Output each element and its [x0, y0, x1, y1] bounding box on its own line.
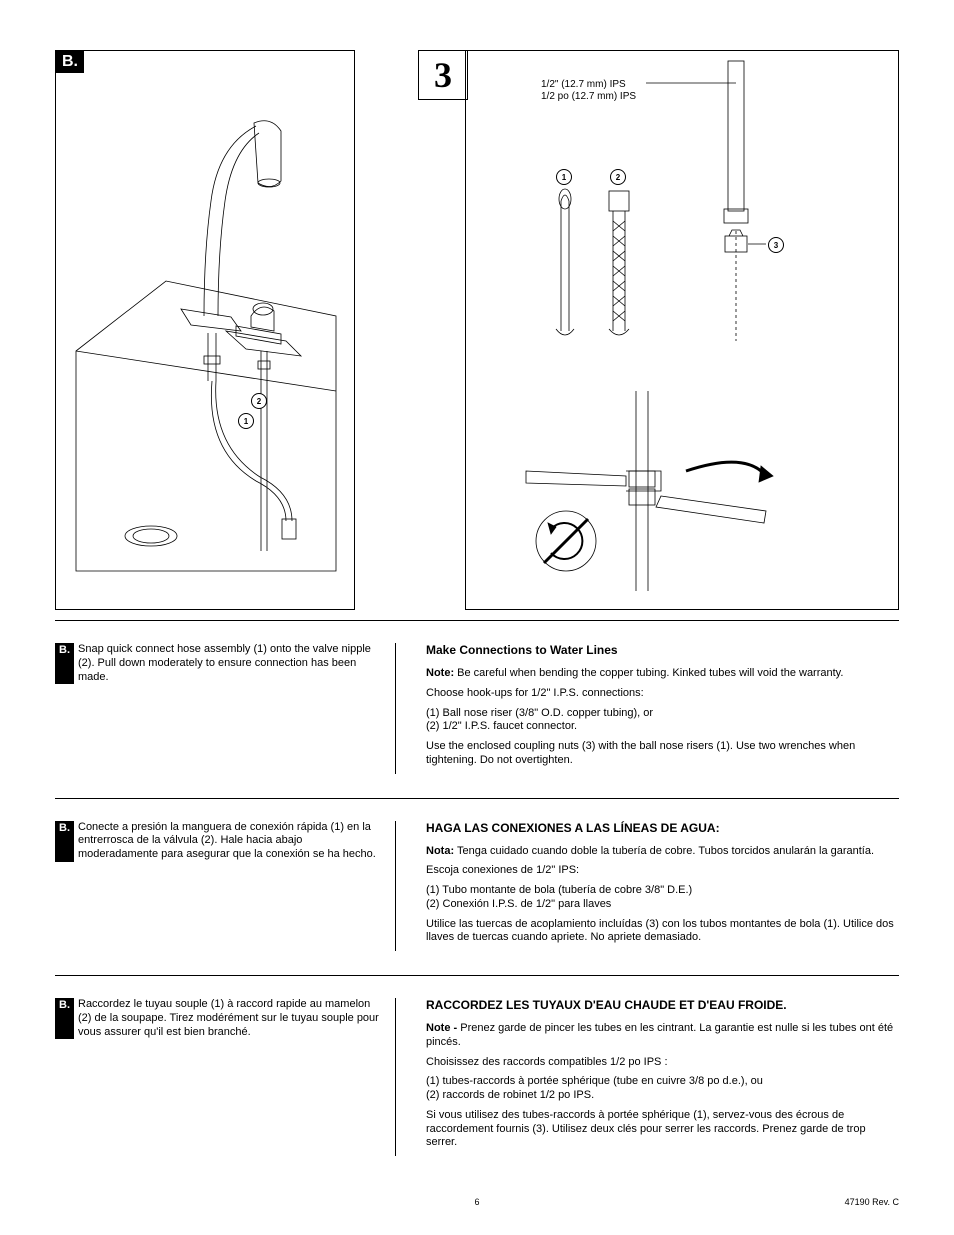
note-label-es: Nota:	[426, 845, 454, 857]
page-number: 6	[474, 1197, 479, 1207]
note-text-fr: Prenez garde de pincer les tubes en les …	[426, 1022, 893, 1048]
step-b-badge: B.	[56, 51, 84, 73]
b-badge-fr: B.	[55, 998, 74, 1039]
footer: 6 47190 Rev. C	[55, 1197, 899, 1207]
right-col-en: Make Connections to Water Lines Note: Be…	[395, 643, 899, 774]
p4-en: Use the enclosed coupling nuts (3) with …	[426, 740, 899, 768]
title-fr: RACCORDEZ LES TUYAUX D'EAU CHAUDE ET D'E…	[426, 998, 899, 1012]
doc-rev: 47190 Rev. C	[845, 1197, 899, 1207]
callout-r1: 1	[556, 169, 572, 185]
instr-en: Snap quick connect hose assembly (1) ont…	[78, 643, 385, 684]
callout-r3: 3	[768, 237, 784, 253]
p3-fr: (2) raccords de robinet 1/2 po IPS.	[426, 1089, 899, 1103]
note-label-fr: Note -	[426, 1022, 457, 1034]
page: B.	[55, 50, 899, 1195]
panel-3: 1/2" (12.7 mm) IPS 1/2 po (12.7 mm) IPS	[465, 50, 899, 610]
section-fr: B. Raccordez le tuyau souple (1) à racco…	[55, 976, 899, 1180]
title-es: HAGA LAS CONEXIONES A LAS LÍNEAS DE AGUA…	[426, 821, 899, 835]
diagram-row: B.	[55, 50, 899, 610]
left-col-fr: B. Raccordez le tuyau souple (1) à racco…	[55, 998, 395, 1156]
p1-es: Escoja conexiones de 1/2" IPS:	[426, 864, 899, 878]
b-badge-es: B.	[55, 821, 74, 862]
instr-es: Conecte a presión la manguera de conexió…	[78, 821, 385, 862]
title-en: Make Connections to Water Lines	[426, 643, 899, 657]
faucet-diagram	[56, 51, 356, 611]
connections-diagram	[466, 51, 846, 609]
callout-r2: 2	[610, 169, 626, 185]
panel-b: B.	[55, 50, 355, 610]
section-es: B. Conecte a presión la manguera de cone…	[55, 799, 899, 977]
ips-label: 1/2" (12.7 mm) IPS 1/2 po (12.7 mm) IPS	[541, 79, 636, 103]
p2-en: (1) Ball nose riser (3/8" O.D. copper tu…	[426, 707, 899, 721]
right-col-fr: RACCORDEZ LES TUYAUX D'EAU CHAUDE ET D'E…	[395, 998, 899, 1156]
left-col-es: B. Conecte a presión la manguera de cone…	[55, 821, 395, 952]
note-text-es: Tenga cuidado cuando doble la tubería de…	[454, 845, 874, 857]
b-badge-en: B.	[55, 643, 74, 684]
callout-1: 1	[238, 413, 254, 429]
p1-en: Choose hook-ups for 1/2" I.P.S. connecti…	[426, 687, 899, 701]
ips-fr: 1/2 po (12.7 mm) IPS	[541, 91, 636, 102]
left-col-en: B. Snap quick connect hose assembly (1) …	[55, 643, 395, 774]
instr-fr: Raccordez le tuyau souple (1) à raccord …	[78, 998, 385, 1039]
p3-en: (2) 1/2" I.P.S. faucet connector.	[426, 720, 899, 734]
step-3-badge: 3	[418, 50, 468, 100]
section-en: B. Snap quick connect hose assembly (1) …	[55, 621, 899, 799]
p2-es: (1) Tubo montante de bola (tubería de co…	[426, 884, 899, 898]
p4-fr: Si vous utilisez des tubes-raccords à po…	[426, 1109, 899, 1150]
p2-fr: (1) tubes-raccords à portée sphérique (t…	[426, 1075, 899, 1089]
p4-es: Utilice las tuercas de acoplamiento incl…	[426, 918, 899, 946]
note-text-en: Be careful when bending the copper tubin…	[454, 667, 843, 679]
note-label-en: Note:	[426, 667, 454, 679]
p1-fr: Choisissez des raccords compatibles 1/2 …	[426, 1056, 899, 1070]
ips-en: 1/2" (12.7 mm) IPS	[541, 79, 626, 90]
p3-es: (2) Conexión I.P.S. de 1/2" para llaves	[426, 898, 899, 912]
callout-2: 2	[251, 393, 267, 409]
right-col-es: HAGA LAS CONEXIONES A LAS LÍNEAS DE AGUA…	[395, 821, 899, 952]
